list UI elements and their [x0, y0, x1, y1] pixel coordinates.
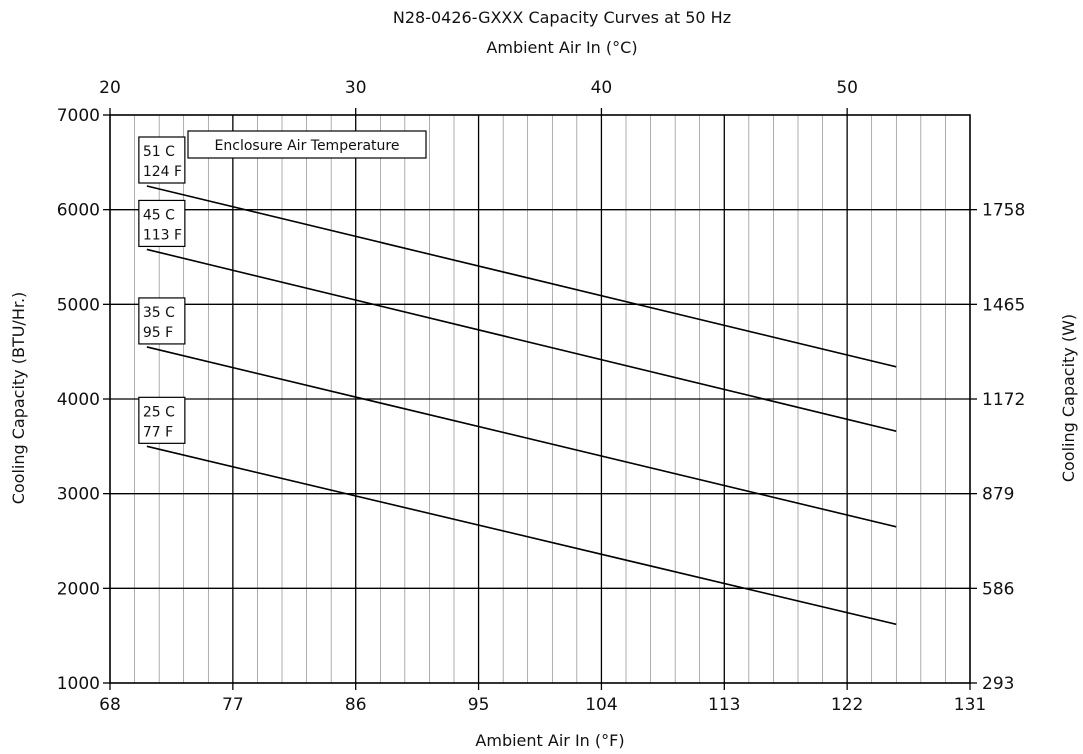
series-label-box-3: 35 C 95 F — [138, 297, 186, 345]
y2-tick-label: 879 — [982, 485, 1014, 505]
x-top-tick-label: 20 — [99, 78, 121, 98]
x-top-tick-label: 40 — [591, 78, 613, 98]
top-axis-label: Ambient Air In (°C) — [486, 38, 637, 57]
y2-tick-label: 1758 — [982, 201, 1025, 221]
legend-box-text: Enclosure Air Temperature — [215, 138, 400, 154]
series-line-3 — [146, 346, 897, 528]
series-label-frame — [138, 199, 186, 248]
x-tick-label: 86 — [345, 695, 367, 715]
series-label-text: 124 F — [143, 164, 182, 180]
enclosure-temperature-legend: Enclosure Air Temperature — [187, 130, 427, 159]
series-label-text: 113 F — [143, 227, 182, 243]
y2-tick-label: 1465 — [982, 295, 1025, 315]
series-label-text: 77 F — [143, 424, 173, 440]
x-tick-label: 113 — [708, 695, 740, 715]
chart-title: N28-0426-GXXX Capacity Curves at 50 Hz — [393, 8, 731, 27]
y2-tick-label: 1172 — [982, 390, 1025, 410]
x-tick-label: 77 — [222, 695, 244, 715]
y-tick-label: 5000 — [57, 295, 100, 315]
series-label-box-2: 45 C 113 F — [138, 199, 186, 248]
y-tick-label: 7000 — [57, 106, 100, 126]
series-line-4 — [146, 445, 897, 626]
series-label-text: 51 C — [143, 144, 175, 160]
x-tick-label: 95 — [468, 695, 490, 715]
series-label-box-1: 51 C 124 F — [138, 136, 186, 184]
series-label-frame — [138, 297, 186, 345]
x-tick-label: 68 — [99, 695, 121, 715]
x-tick-label: 122 — [831, 695, 863, 715]
y-tick-label: 3000 — [57, 485, 100, 505]
x-tick-label: 104 — [585, 695, 617, 715]
series-line-1 — [146, 185, 897, 368]
series-label-box-4: 25 C 77 F — [138, 396, 186, 444]
series-label-text: 35 C — [143, 305, 175, 321]
series-label-frame — [138, 396, 186, 444]
y2-axis-label: Cooling Capacity (W) — [1059, 314, 1078, 482]
series-label-frame — [138, 136, 186, 184]
y-tick-label: 4000 — [57, 390, 100, 410]
grid — [110, 115, 970, 683]
y-axis-label: Cooling Capacity (BTU/Hr.) — [9, 292, 28, 505]
x-top-tick-label: 30 — [345, 78, 367, 98]
series-layer: 51 C 124 F 45 C 113 F 35 C 95 F 25 C 77 F — [138, 136, 897, 626]
series-label-text: 25 C — [143, 404, 175, 420]
x-axis-label: Ambient Air In (°F) — [475, 731, 624, 750]
plot-frame — [109, 114, 971, 684]
y-tick-label: 6000 — [57, 201, 100, 221]
series-label-text: 95 F — [143, 325, 173, 341]
x-tick-label: 131 — [954, 695, 986, 715]
y-tick-label: 1000 — [57, 674, 100, 694]
ticks-layer: 1000 2000 3000 4000 5000 6000 7000 293 586 879 117… — [57, 78, 1026, 715]
legend-box-frame — [187, 130, 427, 159]
y-tick-label: 2000 — [57, 579, 100, 599]
y2-tick-label: 293 — [982, 674, 1014, 694]
y2-tick-label: 586 — [982, 579, 1014, 599]
series-line-2 — [146, 248, 897, 432]
x-top-tick-label: 50 — [836, 78, 858, 98]
series-label-text: 45 C — [143, 207, 175, 223]
